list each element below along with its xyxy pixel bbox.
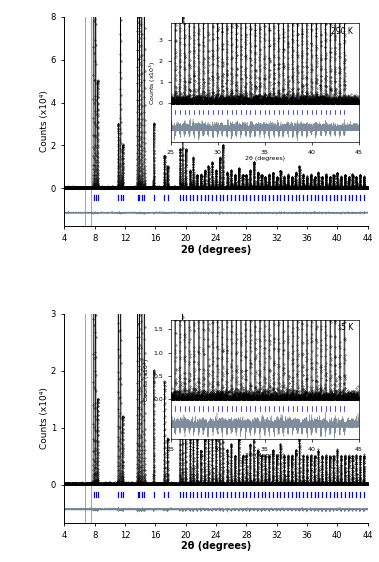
Y-axis label: Counts (x10⁴): Counts (x10⁴) (40, 387, 49, 449)
Text: 290 K: 290 K (327, 23, 359, 33)
Y-axis label: Counts (x10⁴): Counts (x10⁴) (40, 90, 49, 152)
X-axis label: 2θ (degrees): 2θ (degrees) (181, 244, 251, 255)
Text: 5 K: 5 K (341, 320, 359, 330)
X-axis label: 2θ (degrees): 2θ (degrees) (181, 541, 251, 551)
